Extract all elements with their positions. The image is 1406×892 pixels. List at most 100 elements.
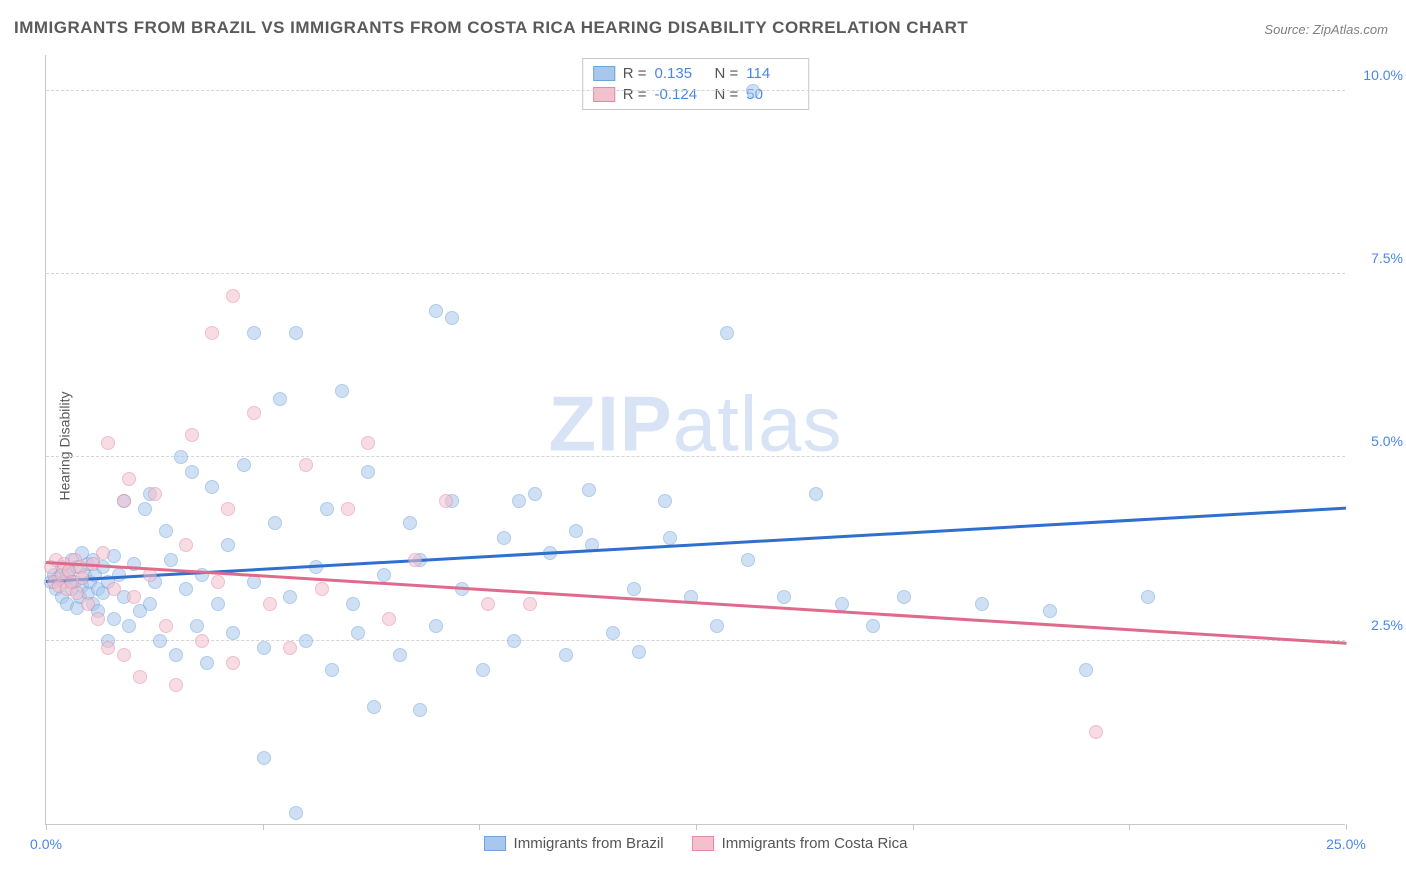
scatter-point [273, 392, 287, 406]
scatter-point [289, 806, 303, 820]
plot-area: ZIPatlas R =0.135N =114R =-0.124N =50 Im… [45, 55, 1345, 825]
source-attribution: Source: ZipAtlas.com [1264, 22, 1388, 37]
scatter-point [408, 553, 422, 567]
scatter-point [226, 289, 240, 303]
scatter-point [169, 678, 183, 692]
scatter-point [476, 663, 490, 677]
trend-line [46, 506, 1346, 582]
scatter-point [289, 326, 303, 340]
r-label: R = [623, 86, 647, 103]
scatter-point [746, 84, 760, 98]
scatter-point [382, 612, 396, 626]
scatter-point [221, 502, 235, 516]
x-tick-label: 25.0% [1326, 836, 1366, 852]
chart-title: IMMIGRANTS FROM BRAZIL VS IMMIGRANTS FRO… [14, 18, 968, 38]
legend-stat-row: R =0.135N =114 [593, 63, 799, 84]
scatter-point [200, 656, 214, 670]
scatter-point [315, 582, 329, 596]
x-tick [913, 824, 914, 830]
scatter-point [195, 634, 209, 648]
scatter-point [205, 326, 219, 340]
r-value: 0.135 [655, 65, 707, 82]
legend-item: Immigrants from Brazil [484, 835, 664, 852]
scatter-point [325, 663, 339, 677]
scatter-point [138, 502, 152, 516]
scatter-point [975, 597, 989, 611]
scatter-point [283, 641, 297, 655]
scatter-point [429, 619, 443, 633]
scatter-point [559, 648, 573, 662]
scatter-point [632, 645, 646, 659]
scatter-point [205, 480, 219, 494]
scatter-point [658, 494, 672, 508]
scatter-point [320, 502, 334, 516]
gridline [46, 640, 1345, 641]
x-tick [1129, 824, 1130, 830]
y-tick-label: 10.0% [1363, 67, 1403, 83]
r-label: R = [623, 65, 647, 82]
watermark-atlas: atlas [673, 380, 843, 468]
scatter-point [159, 524, 173, 538]
scatter-point [403, 516, 417, 530]
scatter-point [237, 458, 251, 472]
scatter-point [257, 751, 271, 765]
scatter-point [169, 648, 183, 662]
scatter-point [283, 590, 297, 604]
scatter-point [268, 516, 282, 530]
watermark-zip: ZIP [548, 380, 672, 468]
x-tick [46, 824, 47, 830]
scatter-point [179, 538, 193, 552]
scatter-point [335, 384, 349, 398]
scatter-point [247, 406, 261, 420]
scatter-point [263, 597, 277, 611]
legend-label: Immigrants from Brazil [514, 835, 664, 852]
legend-stats: R =0.135N =114R =-0.124N =50 [582, 58, 810, 110]
scatter-point [211, 597, 225, 611]
legend-stat-row: R =-0.124N =50 [593, 84, 799, 105]
source-label: Source: [1264, 22, 1309, 37]
n-label: N = [715, 86, 739, 103]
scatter-point [866, 619, 880, 633]
x-tick [479, 824, 480, 830]
scatter-point [393, 648, 407, 662]
legend-swatch [692, 836, 714, 851]
source-value: ZipAtlas.com [1313, 22, 1388, 37]
scatter-point [247, 326, 261, 340]
scatter-point [117, 648, 131, 662]
scatter-point [627, 582, 641, 596]
scatter-point [497, 531, 511, 545]
scatter-point [226, 626, 240, 640]
scatter-point [75, 571, 89, 585]
scatter-point [257, 641, 271, 655]
scatter-point [897, 590, 911, 604]
scatter-point [569, 524, 583, 538]
y-tick-label: 2.5% [1371, 617, 1403, 633]
scatter-point [101, 641, 115, 655]
scatter-point [185, 428, 199, 442]
legend-series: Immigrants from Brazil Immigrants from Co… [484, 835, 908, 852]
scatter-point [153, 634, 167, 648]
x-tick-label: 0.0% [30, 836, 62, 852]
scatter-point [247, 575, 261, 589]
scatter-point [107, 612, 121, 626]
scatter-point [341, 502, 355, 516]
scatter-point [361, 436, 375, 450]
scatter-point [1141, 590, 1155, 604]
scatter-point [179, 582, 193, 596]
scatter-point [1079, 663, 1093, 677]
scatter-point [299, 458, 313, 472]
legend-item: Immigrants from Costa Rica [692, 835, 908, 852]
scatter-point [523, 597, 537, 611]
scatter-point [148, 487, 162, 501]
scatter-point [122, 472, 136, 486]
scatter-point [507, 634, 521, 648]
x-tick [1346, 824, 1347, 830]
scatter-point [133, 670, 147, 684]
scatter-point [582, 483, 596, 497]
scatter-point [741, 553, 755, 567]
y-tick-label: 7.5% [1371, 250, 1403, 266]
x-tick [696, 824, 697, 830]
scatter-point [164, 553, 178, 567]
gridline [46, 273, 1345, 274]
scatter-point [777, 590, 791, 604]
